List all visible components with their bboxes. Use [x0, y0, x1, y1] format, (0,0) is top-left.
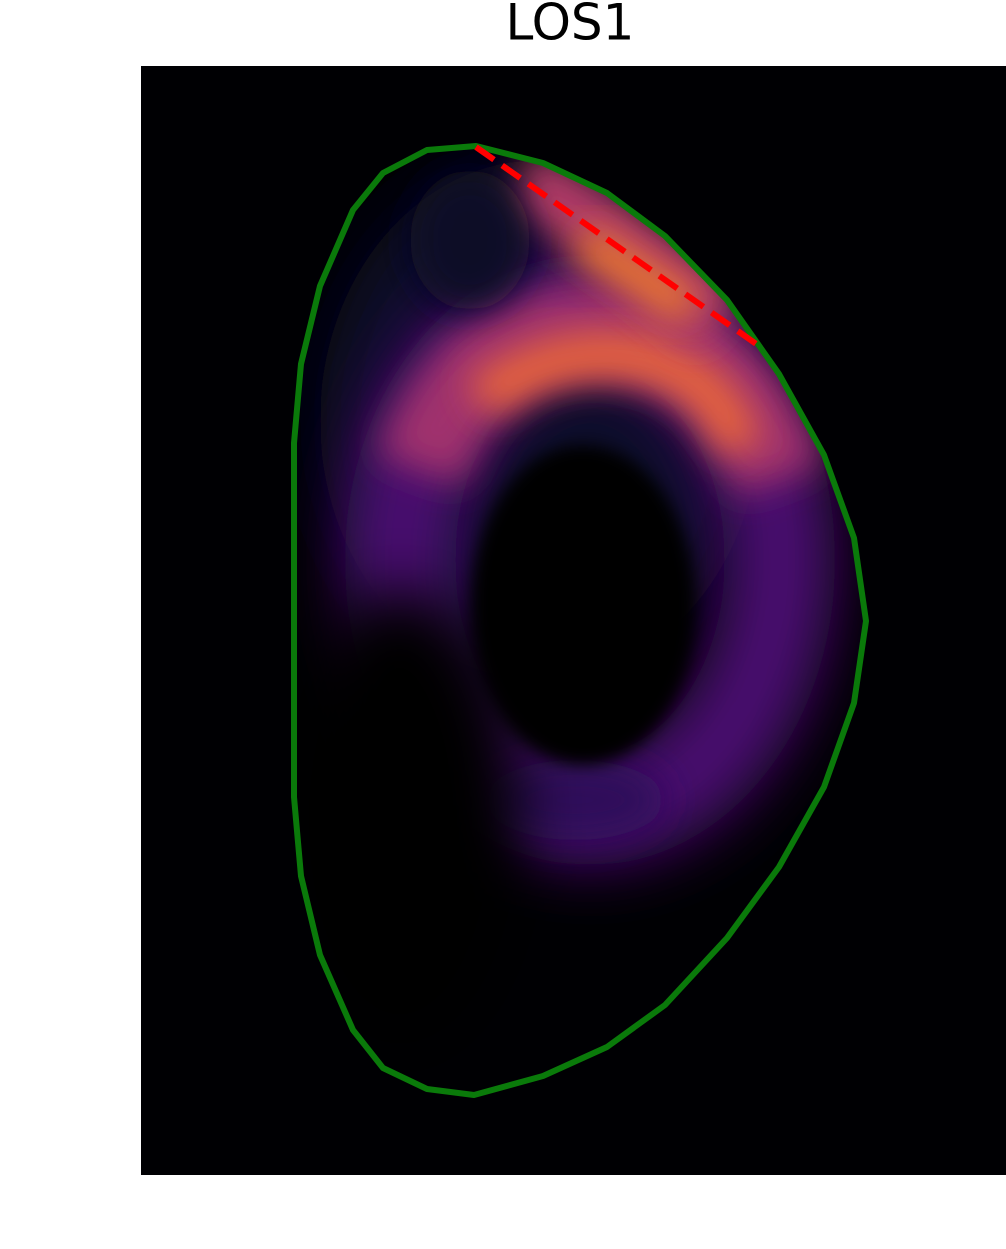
vessel-boundary	[291, 143, 869, 1098]
title: LOS1	[506, 0, 635, 52]
emission	[294, 148, 835, 1050]
line-of-sight	[474, 144, 764, 351]
